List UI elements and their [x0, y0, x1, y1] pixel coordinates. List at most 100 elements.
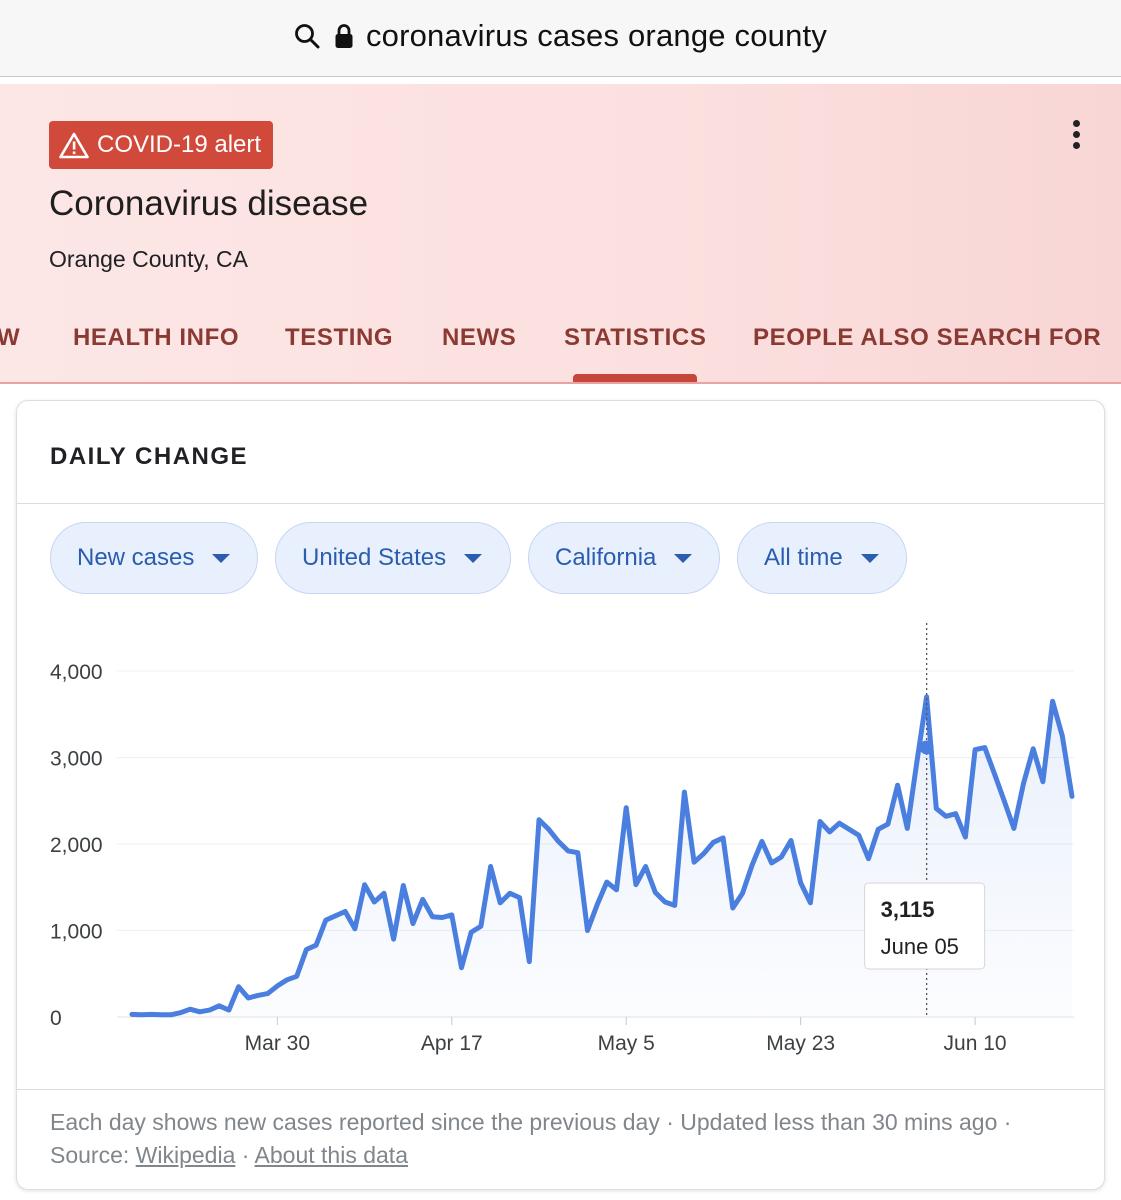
data-point[interactable] — [662, 899, 667, 904]
data-point[interactable] — [255, 993, 260, 998]
data-point[interactable] — [478, 924, 483, 929]
data-point[interactable] — [1040, 779, 1045, 784]
data-point[interactable] — [769, 861, 774, 866]
data-point[interactable] — [246, 995, 251, 1000]
data-point[interactable] — [362, 882, 367, 887]
data-point[interactable] — [992, 771, 997, 776]
data-point[interactable] — [352, 926, 357, 931]
data-point[interactable] — [1021, 781, 1026, 786]
data-point[interactable] — [750, 862, 755, 867]
data-point[interactable] — [459, 965, 464, 970]
data-point[interactable] — [973, 747, 978, 752]
about-this-data-link[interactable]: About this data — [254, 1142, 408, 1168]
metric-filter-dropdown[interactable]: New cases — [50, 522, 258, 594]
data-point[interactable] — [788, 838, 793, 843]
data-point[interactable] — [604, 880, 609, 885]
tab-health-info[interactable]: HEALTH INFO — [73, 324, 240, 351]
data-point[interactable] — [808, 900, 813, 905]
data-point[interactable] — [633, 882, 638, 887]
data-point[interactable] — [217, 1003, 222, 1008]
data-point[interactable] — [449, 912, 454, 917]
data-point[interactable] — [168, 1012, 173, 1017]
data-point[interactable] — [333, 913, 338, 918]
tab-overview-partial[interactable]: W — [0, 324, 21, 351]
url-text[interactable]: coronavirus cases orange county — [365, 18, 828, 53]
tab-news[interactable]: NEWS — [442, 324, 517, 351]
data-point[interactable] — [566, 848, 571, 853]
data-point[interactable] — [1060, 733, 1065, 738]
data-point[interactable] — [905, 826, 910, 831]
data-point[interactable] — [575, 850, 580, 855]
data-point[interactable] — [149, 1012, 154, 1017]
time-range-filter-dropdown[interactable]: All time — [737, 522, 907, 594]
data-point[interactable] — [527, 959, 532, 964]
data-point[interactable] — [1002, 798, 1007, 803]
data-point[interactable] — [595, 902, 600, 907]
data-point[interactable] — [546, 827, 551, 832]
data-point[interactable] — [556, 839, 561, 844]
data-point[interactable] — [953, 811, 958, 816]
data-point[interactable] — [178, 1010, 183, 1015]
state-filter-dropdown[interactable]: California — [528, 522, 720, 594]
data-point[interactable] — [963, 835, 968, 840]
data-point[interactable] — [856, 833, 861, 838]
data-point[interactable] — [430, 914, 435, 919]
data-point[interactable] — [275, 983, 280, 988]
data-point[interactable] — [197, 1009, 202, 1014]
data-point[interactable] — [498, 900, 503, 905]
daily-new-cases-chart[interactable]: 0 1,000 2,000 3,000 4,000 Mar 30 Apr 17 May 5 M… — [17, 611, 1104, 1081]
data-point[interactable] — [391, 937, 396, 942]
data-point[interactable] — [507, 891, 512, 896]
data-point[interactable] — [798, 880, 803, 885]
data-point[interactable] — [517, 895, 522, 900]
data-point[interactable] — [323, 918, 328, 923]
data-point[interactable] — [914, 759, 919, 764]
data-point[interactable] — [614, 887, 619, 892]
data-point[interactable] — [285, 977, 290, 982]
data-point[interactable] — [401, 883, 406, 888]
data-point[interactable] — [236, 984, 241, 989]
data-point[interactable] — [982, 745, 987, 750]
data-point[interactable] — [139, 1012, 144, 1017]
data-point[interactable] — [818, 819, 823, 824]
data-point[interactable] — [304, 947, 309, 952]
data-point[interactable] — [1031, 746, 1036, 751]
data-point[interactable] — [624, 805, 629, 810]
source-link-wikipedia[interactable]: Wikipedia — [135, 1142, 236, 1168]
data-point[interactable] — [934, 806, 939, 811]
data-point[interactable] — [226, 1008, 231, 1013]
data-point[interactable] — [294, 974, 299, 979]
data-point[interactable] — [759, 839, 764, 844]
data-point[interactable] — [672, 903, 677, 908]
data-point[interactable] — [643, 864, 648, 869]
data-point[interactable] — [1011, 826, 1016, 831]
data-point[interactable] — [837, 821, 842, 826]
data-point[interactable] — [701, 851, 706, 856]
data-point[interactable] — [711, 840, 716, 845]
data-point[interactable] — [866, 856, 871, 861]
data-point[interactable] — [585, 928, 590, 933]
data-point[interactable] — [827, 829, 832, 834]
data-point[interactable] — [314, 943, 319, 948]
data-point[interactable] — [411, 921, 416, 926]
hover-point[interactable] — [919, 740, 934, 755]
data-point[interactable] — [653, 890, 658, 895]
tab-testing[interactable]: TESTING — [285, 324, 394, 351]
tab-people-also-search-for[interactable]: PEOPLE ALSO SEARCH FOR — [753, 324, 1102, 351]
data-point[interactable] — [682, 790, 687, 795]
tab-statistics[interactable]: STATISTICS — [564, 324, 707, 351]
data-point[interactable] — [159, 1012, 164, 1017]
data-point[interactable] — [130, 1012, 135, 1017]
country-filter-dropdown[interactable]: United States — [275, 522, 511, 594]
data-point[interactable] — [381, 891, 386, 896]
data-point[interactable] — [730, 906, 735, 911]
data-point[interactable] — [265, 991, 270, 996]
data-point[interactable] — [895, 783, 900, 788]
data-point[interactable] — [885, 822, 890, 827]
data-point[interactable] — [847, 827, 852, 832]
data-point[interactable] — [537, 817, 542, 822]
data-point[interactable] — [876, 827, 881, 832]
data-point[interactable] — [1070, 794, 1075, 799]
data-point[interactable] — [420, 897, 425, 902]
data-point[interactable] — [207, 1008, 212, 1013]
